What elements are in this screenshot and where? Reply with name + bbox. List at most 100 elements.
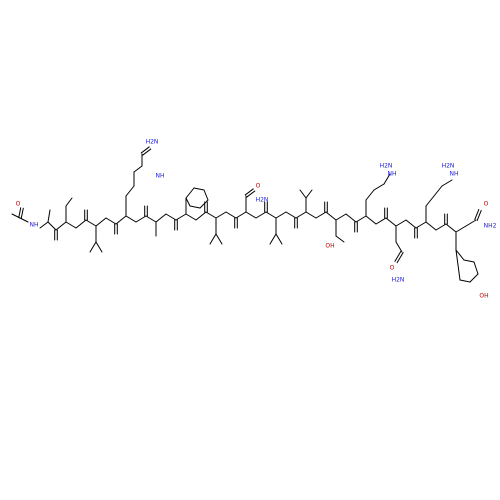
arg-chain xyxy=(365,189,375,201)
acetyl-nh-label: NH xyxy=(30,222,39,229)
arg-guanidine xyxy=(383,173,391,185)
arg2-h2n-label: H2N xyxy=(380,163,393,170)
arg-chain xyxy=(373,183,385,191)
asn-oxygen-label: O xyxy=(256,183,261,190)
val-me xyxy=(299,189,307,199)
backbone-bond xyxy=(105,217,117,225)
arg-imine xyxy=(142,148,152,156)
backbone-bond xyxy=(435,223,447,231)
backbone-bond xyxy=(145,215,157,223)
phe-ring xyxy=(199,199,209,209)
tyr-ring xyxy=(469,273,479,283)
leu-branch xyxy=(209,233,217,245)
gln-carbonyl xyxy=(394,250,402,262)
arg-imine xyxy=(140,146,150,154)
phe-ring xyxy=(193,187,205,191)
tyr-ring xyxy=(455,249,461,281)
arg3-h2n-label: H2N xyxy=(442,163,455,170)
backbone-bond xyxy=(245,211,257,219)
backbone-bond xyxy=(345,213,357,223)
arg-guanidine xyxy=(133,165,143,173)
backbone-bond xyxy=(335,213,347,221)
backbone-bond xyxy=(195,211,207,221)
backbone-bond xyxy=(445,223,457,233)
backbone-bond xyxy=(95,217,107,227)
backbone-bond xyxy=(315,211,327,219)
backbone-bond xyxy=(39,221,49,229)
backbone-bond xyxy=(365,215,377,225)
thr-oh-label: OH xyxy=(325,243,334,250)
phe-ring xyxy=(185,187,195,199)
tyr-ring xyxy=(473,261,479,275)
acetyl-carbonyl xyxy=(20,207,24,219)
leu-branch xyxy=(95,241,103,253)
backbone-bond xyxy=(155,213,167,223)
leu-branch xyxy=(275,233,283,245)
backbone-bond xyxy=(235,211,247,219)
gln-h2n-label: H2N xyxy=(392,277,405,284)
backbone-bond xyxy=(405,219,417,229)
gln-chain xyxy=(395,241,403,253)
backbone-bond xyxy=(415,221,427,229)
asn-carbonyl xyxy=(244,188,254,196)
backbone-bond xyxy=(395,219,407,227)
phe-ring xyxy=(203,189,209,201)
arg-chain xyxy=(433,185,443,197)
backbone-bond xyxy=(47,221,57,231)
backbone-bond xyxy=(115,215,127,225)
backbone-bond xyxy=(385,217,397,227)
backbone-bond xyxy=(185,213,197,221)
backbone-bond xyxy=(75,219,87,229)
backbone-bond xyxy=(255,211,267,219)
backbone-bond xyxy=(65,221,77,229)
phe-ring xyxy=(189,205,201,209)
acetyl-oxygen-label: O xyxy=(16,201,21,208)
backbone-bond xyxy=(165,213,177,221)
tyr-ring xyxy=(463,259,475,263)
leu-branch xyxy=(215,233,223,245)
leu-branch xyxy=(269,233,277,245)
backbone-bond xyxy=(215,211,227,219)
acetyl-n-bond xyxy=(19,217,29,223)
backbone-bond xyxy=(135,215,147,223)
backbone-bond xyxy=(265,211,277,219)
ser-co xyxy=(65,197,73,207)
arg3-nh-label: NH xyxy=(450,171,459,178)
backbone-bond xyxy=(325,211,337,221)
arg-chain xyxy=(125,185,135,197)
backbone-bond xyxy=(355,215,367,223)
arg2-nh-label: NH xyxy=(388,171,397,178)
cterm-carbonyl xyxy=(474,209,480,221)
gln-oxygen-label: O xyxy=(390,265,395,272)
backbone-bond xyxy=(225,211,237,219)
backbone-bond xyxy=(375,217,387,225)
cterm-oxygen-label: O xyxy=(484,201,489,208)
cterm-carbonyl xyxy=(476,209,482,221)
acetyl-carbonyl xyxy=(18,207,22,219)
tyr-ring xyxy=(459,279,471,283)
gln-carbonyl xyxy=(396,252,404,264)
val-me xyxy=(305,189,313,199)
cterm-bond xyxy=(465,219,477,227)
backbone-bond xyxy=(455,225,467,233)
cterm-nh2-label: NH2 xyxy=(484,223,497,230)
leu-branch xyxy=(89,241,97,253)
backbone-bond xyxy=(175,213,187,221)
backbone-bond xyxy=(285,211,297,219)
tyr-oh-label: OH xyxy=(479,293,488,300)
arg1-h2n-label: H2N xyxy=(146,139,159,146)
backbone-bond xyxy=(305,211,317,219)
phe-ring xyxy=(185,197,191,207)
asn-h2n-label: H2N xyxy=(256,197,269,204)
arg-guanidine xyxy=(441,179,453,187)
backbone-bond xyxy=(125,215,137,223)
arg1-nh-label: NH xyxy=(156,173,165,180)
asn-carbonyl xyxy=(246,190,256,198)
backbone-bond xyxy=(55,221,67,231)
thr-me xyxy=(335,235,345,243)
backbone-bond xyxy=(295,211,307,219)
ala-methyl xyxy=(47,209,51,223)
backbone-bond xyxy=(205,211,217,219)
tyr-ring xyxy=(455,249,465,261)
